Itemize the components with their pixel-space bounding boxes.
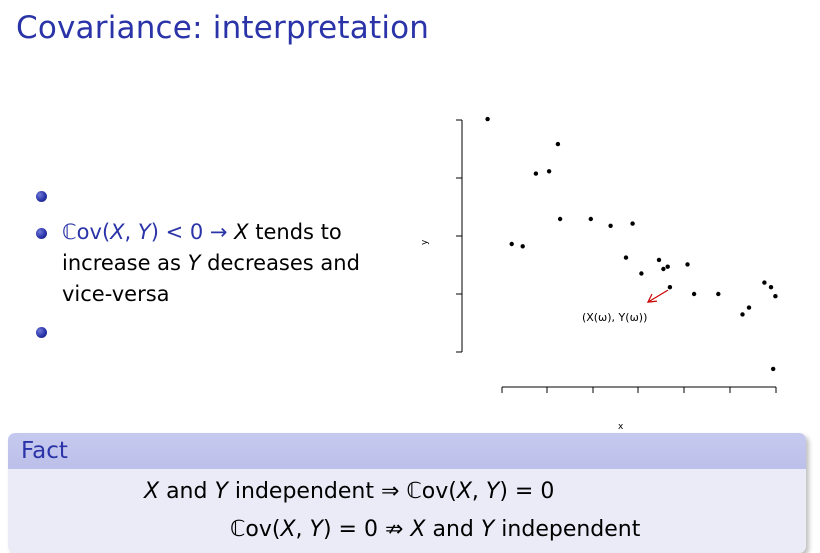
relation: ) < 0 → (150, 220, 235, 244)
x-axis (501, 386, 777, 393)
cov-operator: ℂov( (62, 220, 111, 244)
scatter-point (773, 294, 778, 299)
bullet-item-empty-3 (34, 316, 414, 347)
scatter-point (665, 264, 670, 269)
bullet-text: decreases and vice-versa (62, 251, 360, 306)
bullet-icon (36, 327, 47, 338)
fact-header: Fact (8, 433, 806, 469)
comma: , (124, 220, 138, 244)
fact-text: independent ⇒ ℂov( (227, 479, 457, 504)
y-axis (456, 119, 463, 353)
fact-text: ℂov( (230, 517, 281, 542)
fact-text: independent (494, 517, 641, 542)
scatter-point (656, 257, 662, 263)
fact-block: Fact X and Y independent ⇒ ℂov(X, Y) = 0… (8, 433, 806, 553)
slide-title: Covariance: interpretation (16, 10, 430, 46)
scatter-points (485, 116, 778, 372)
bullet-list: ℂov(X, Y) < 0 → X tends to increase as Y… (34, 180, 414, 353)
scatter-point (716, 291, 721, 297)
var-x: X (144, 479, 160, 504)
fact-text: , (295, 517, 310, 542)
scatter-point (588, 216, 593, 222)
arrow-head (646, 293, 658, 303)
var-x: X (280, 517, 296, 542)
fact-line-2: ℂov(X, Y) = 0 ⇏ X and Y independent (230, 517, 640, 542)
scatter-point (557, 216, 563, 222)
var-x: X (410, 517, 426, 542)
scatter-point (546, 169, 552, 174)
scatter-point (520, 244, 525, 249)
scatter-point (630, 221, 635, 226)
fact-line-1: X and Y independent ⇒ ℂov(X, Y) = 0 (144, 479, 554, 504)
scatter-point (740, 312, 745, 317)
fact-text: and (159, 479, 215, 504)
annotation-arrow (646, 289, 669, 303)
scatter-point (667, 285, 673, 290)
x-axis-label: x (618, 422, 624, 432)
fact-text: and (425, 517, 481, 542)
var-x: X (110, 220, 125, 244)
point-annotation: (X(ω), Y(ω)) (582, 311, 647, 324)
arrow-shaft (647, 289, 669, 303)
scatter-plot: y x (X(ω), Y(ω)) (420, 116, 778, 432)
y-axis-label: y (420, 239, 430, 245)
bullet-icon (36, 191, 47, 202)
scatter-point (509, 241, 514, 247)
var-y: Y (485, 479, 500, 504)
var-y: Y (309, 517, 323, 542)
var-x: X (456, 479, 472, 504)
scatter-point (768, 285, 774, 290)
scatter-point (485, 116, 490, 122)
fact-body: X and Y independent ⇒ ℂov(X, Y) = 0 ℂov(… (8, 469, 806, 553)
fact-text: ) = 0 ⇏ (322, 517, 411, 542)
bullet-icon (36, 228, 47, 239)
scatter-point (746, 305, 752, 310)
scatter-point (555, 141, 561, 147)
scatter-point (623, 255, 629, 260)
scatter-point (533, 171, 539, 176)
bullet-text: tends to increase as (62, 220, 342, 275)
bullet-item-negative-covariance: ℂov(X, Y) < 0 → X tends to increase as Y… (34, 217, 414, 310)
scatter-point (762, 280, 767, 285)
scatter-point (771, 366, 776, 372)
fact-text: ) = 0 (499, 479, 555, 504)
var-x: X (234, 220, 249, 244)
scatter-point (661, 266, 666, 272)
var-y: Y (137, 220, 151, 244)
scatter-point (639, 271, 644, 276)
var-y: Y (480, 517, 495, 542)
var-y: Y (187, 251, 201, 275)
var-y: Y (214, 479, 228, 504)
scatter-point (608, 223, 613, 228)
fact-text: , (471, 479, 486, 504)
scatter-point (685, 262, 690, 267)
bullet-item-empty-1 (34, 180, 414, 211)
scatter-point (691, 291, 697, 297)
